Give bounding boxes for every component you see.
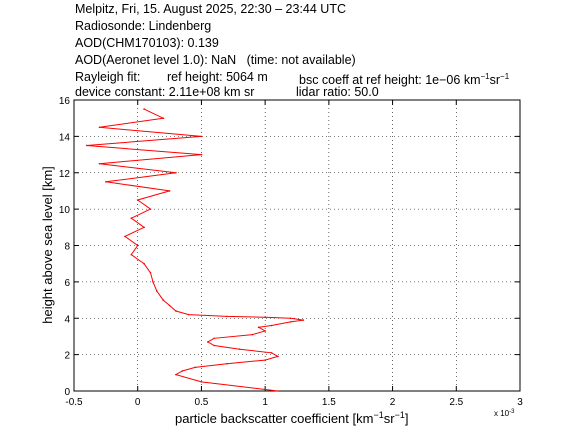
profile-point — [251, 333, 254, 336]
profile-point — [162, 117, 164, 119]
profile-point — [270, 324, 273, 327]
profile-point — [105, 181, 107, 183]
profile-line-0 — [86, 108, 304, 392]
profile-point — [143, 262, 145, 265]
y-tick-label: 6 — [64, 278, 70, 289]
aeronet-time-note: (time: not available) — [246, 53, 356, 67]
y-tick-label: 2 — [64, 351, 70, 362]
profile-point — [277, 355, 279, 358]
grid-lines — [74, 100, 520, 391]
profile-point — [156, 290, 158, 292]
x-axis-ticks: -0.5 0 0.5 1 1.5 2 2.5 3 — [65, 100, 523, 408]
profile-series — [85, 108, 305, 392]
plot-title-line-aeronet: AOD(Aeronet level 1.0): NaN (time: not a… — [75, 53, 356, 67]
profile-point — [264, 316, 266, 319]
x-tick-label: 1.5 — [322, 397, 336, 408]
profile-point — [136, 244, 139, 247]
profile-point — [226, 315, 228, 318]
y-axis-label: height above sea level [km] — [40, 166, 55, 324]
x-tick-label: 0 — [135, 397, 141, 408]
plot-frame — [73, 99, 521, 392]
bsc-unit-exp1: −1 — [480, 72, 490, 81]
x-tick-label: 2 — [390, 397, 396, 408]
profile-point — [264, 359, 266, 361]
profile-point — [143, 108, 145, 110]
y-tick-label: 0 — [64, 387, 70, 398]
profile-point — [149, 271, 152, 274]
profile-point — [213, 344, 215, 347]
profile-point — [302, 319, 305, 321]
profile-point — [136, 199, 139, 201]
y-tick-label: 4 — [64, 314, 70, 325]
profile-point — [98, 162, 101, 165]
profile-point — [289, 321, 292, 323]
profile-point — [143, 226, 145, 229]
profile-point — [124, 235, 126, 238]
y-tick-label: 8 — [64, 242, 70, 253]
profile-point — [277, 390, 279, 392]
bsc-unit-sr: sr — [489, 73, 501, 88]
profile-point — [162, 299, 164, 301]
profile-point — [168, 190, 171, 192]
profile-point — [130, 217, 133, 220]
y-tick-label: 10 — [59, 205, 71, 216]
profile-point — [168, 304, 171, 307]
profile-point — [200, 381, 203, 383]
y-tick-label: 16 — [59, 96, 71, 107]
profile-point — [289, 317, 292, 320]
profile-point — [175, 373, 177, 376]
rayleigh-fit-label: Rayleigh fit: — [75, 70, 141, 84]
bsc-coeff: bsc coeff at ref height: 1e−06 km−1sr−1 — [299, 70, 509, 87]
profile-point — [264, 330, 266, 332]
bsc-coeff-value: bsc coeff at ref height: 1e−06 km — [299, 73, 481, 88]
aeronet-aod: AOD(Aeronet level 1.0): NaN — [75, 53, 237, 67]
plot-title-line-location: Melpitz, Fri, 15. August 2025, 22:30 – 2… — [75, 2, 346, 16]
profile-point — [226, 362, 228, 365]
profile-point — [200, 135, 203, 138]
x-tick-label: 1 — [262, 397, 268, 408]
y-tick-label: 14 — [59, 132, 71, 143]
profile-point — [85, 144, 88, 147]
lidar-ratio: lidar ratio: 50.0 — [296, 85, 379, 99]
x-tick-label: -0.5 — [65, 397, 83, 408]
profile-point — [213, 337, 215, 340]
profile-point — [207, 341, 209, 343]
x-axis-multiplier: x 10-3 — [494, 409, 515, 418]
profile-point — [257, 326, 260, 329]
ref-height: ref height: 5064 m — [167, 70, 268, 84]
profile-point — [181, 370, 184, 372]
plot-title-line-radiosonde: Radiosonde: Lindenberg — [75, 19, 212, 33]
profile-point — [152, 281, 154, 283]
x-axis-label: particle backscatter coefficient [km−1sr… — [175, 410, 408, 426]
profile-point — [187, 313, 190, 316]
y-tick-label: 12 — [59, 169, 71, 180]
profile-point — [194, 366, 196, 369]
plot-title-line-aod: AOD(CHM170103): 0.139 — [75, 36, 219, 50]
x-tick-label: 3 — [517, 397, 523, 408]
profile-point — [98, 126, 101, 129]
bsc-unit-exp2: −1 — [500, 72, 510, 81]
x-tick-label: 0.5 — [194, 397, 208, 408]
profile-point — [175, 310, 177, 312]
device-constant: device constant: 2.11e+08 km sr — [75, 85, 255, 99]
y-axis-ticks: 0 2 4 6 8 10 12 14 16 — [59, 96, 520, 398]
profile-point — [238, 348, 241, 350]
profile-point — [149, 208, 152, 210]
profile-point — [200, 153, 203, 156]
profile-point — [175, 171, 177, 174]
profile-point — [130, 253, 133, 256]
profile-point — [270, 352, 273, 354]
x-tick-label: 2.5 — [449, 397, 463, 408]
